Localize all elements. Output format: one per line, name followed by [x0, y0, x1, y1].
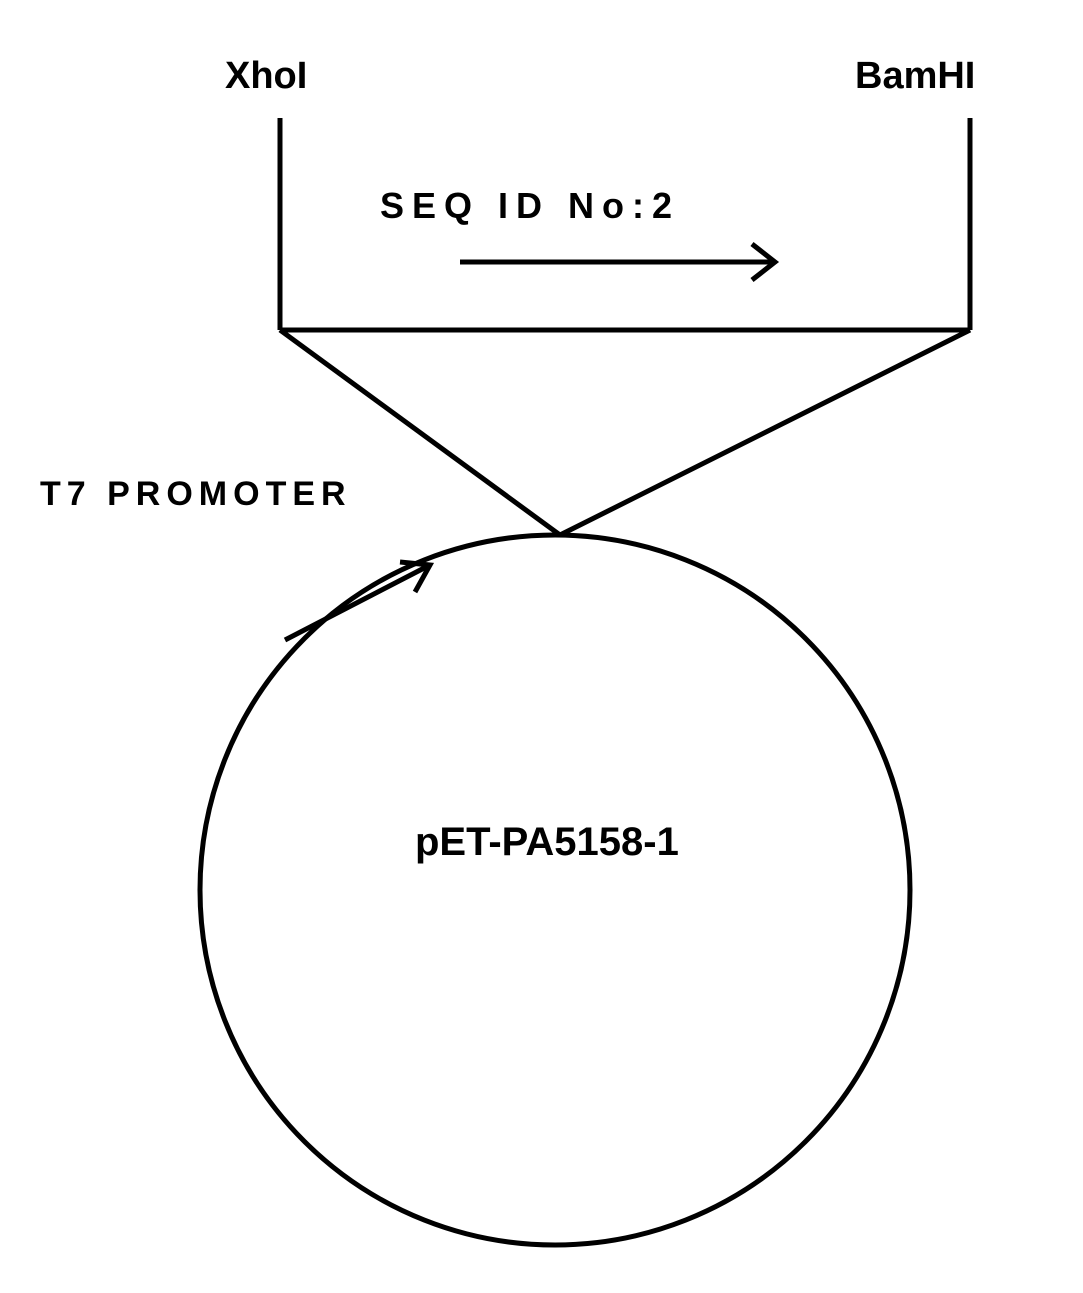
promoter-arrow-shaft	[285, 565, 430, 640]
plasmid-diagram: XhoI BamHI SEQ ID No:2 T7 PROMOTER pET-P…	[0, 0, 1083, 1293]
promoter-label: T7 PROMOTER	[40, 475, 352, 514]
plasmid-name-label: pET-PA5158-1	[415, 820, 679, 865]
xhoi-label: XhoI	[225, 55, 307, 98]
v-right	[560, 330, 970, 535]
bamhi-label: BamHI	[855, 55, 975, 98]
plasmid-circle	[200, 535, 910, 1245]
seq-id-label: SEQ ID No:2	[380, 185, 680, 227]
